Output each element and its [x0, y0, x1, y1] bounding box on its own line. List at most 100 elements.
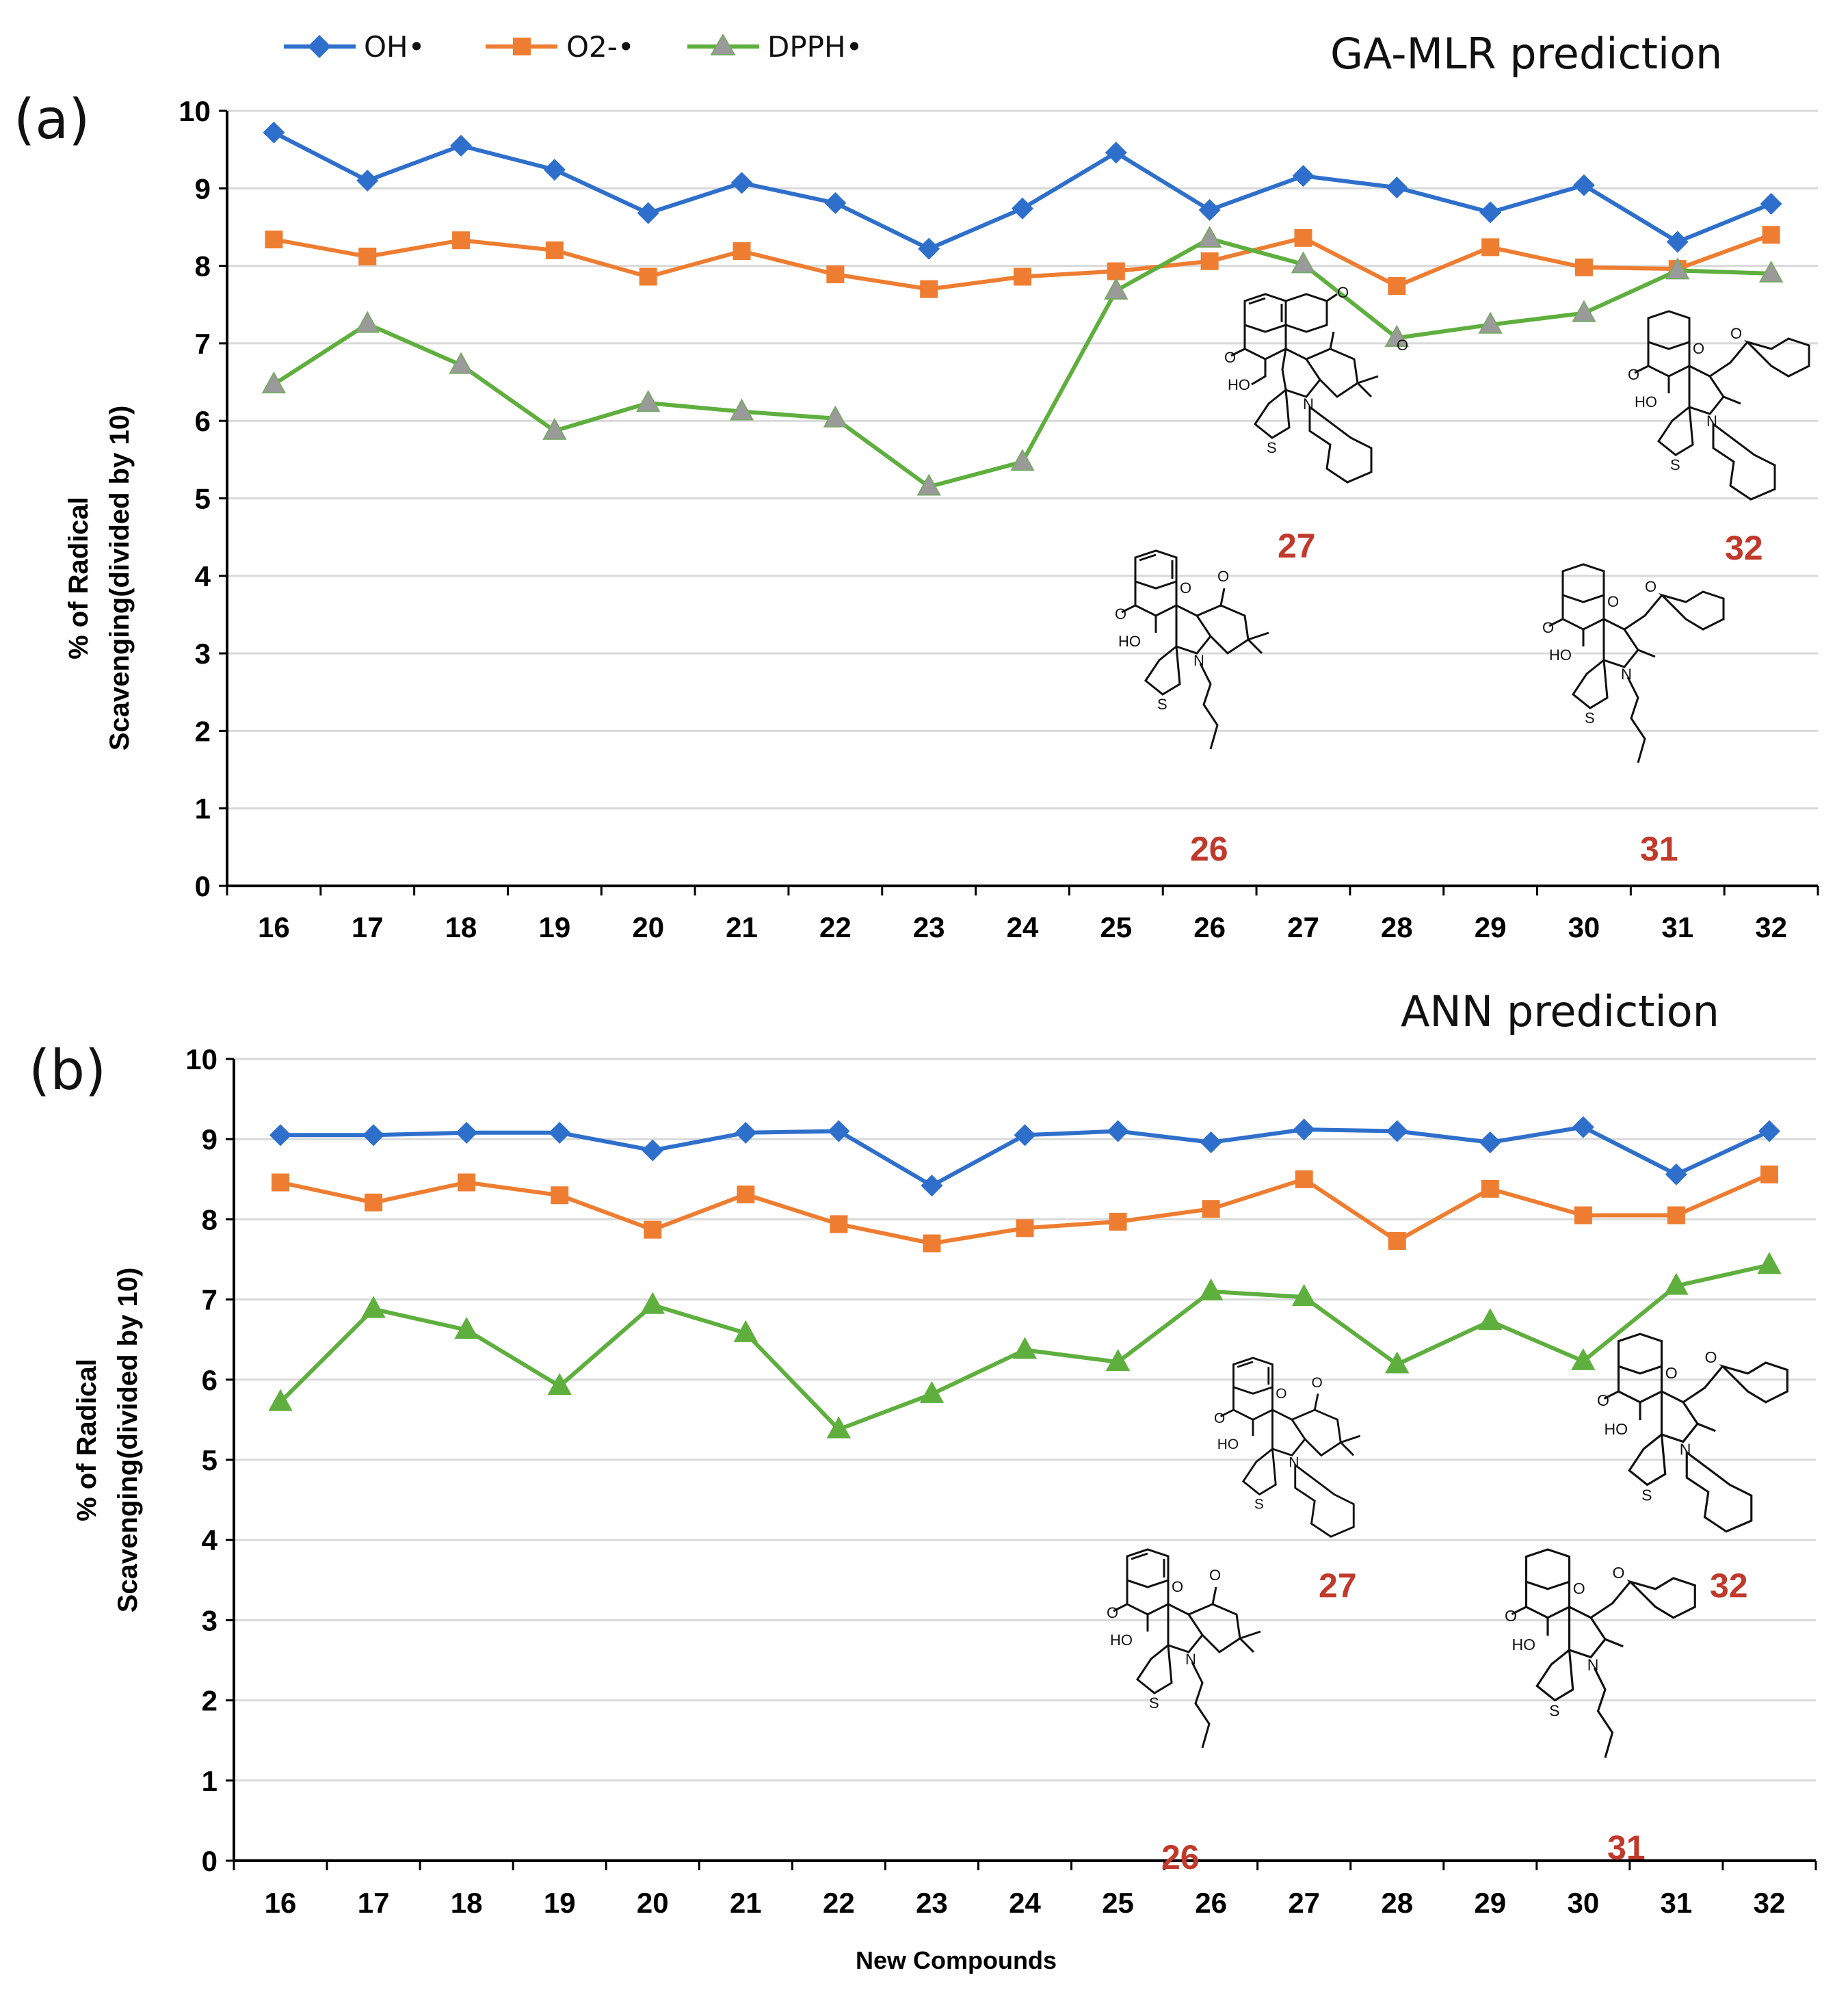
- x-tick-label-b-31: 31: [1661, 1887, 1693, 1919]
- legend-marker-oh: [308, 35, 331, 58]
- marker-a-o2-24: [1014, 267, 1031, 286]
- x-tick-label-b-30: 30: [1567, 1887, 1599, 1919]
- panel-b-ylabel-line2: Scavenging(divided by 10): [113, 1268, 143, 1613]
- y-tick-label-b-0: 0: [202, 1845, 217, 1877]
- marker-b-dpph-23: [919, 1380, 945, 1403]
- svg-text:O: O: [1337, 284, 1349, 301]
- structure-32-b: O O HO O N S: [1597, 1333, 1788, 1533]
- marker-b-dpph-26: [1198, 1278, 1224, 1300]
- marker-b-dpph-24: [1012, 1337, 1038, 1359]
- marker-a-oh-24: [1012, 197, 1033, 220]
- x-tick-label-a-32: 32: [1755, 911, 1787, 943]
- structure-31-a: O O HO O N S: [1542, 563, 1725, 763]
- marker-a-dpph-32: [1758, 260, 1784, 283]
- panel-a-label: (a): [14, 88, 90, 151]
- marker-b-oh-25: [1107, 1120, 1129, 1142]
- marker-a-o2-32: [1762, 226, 1780, 244]
- marker-b-oh-19: [549, 1121, 571, 1144]
- svg-text:HO: HO: [1118, 633, 1141, 650]
- svg-text:O: O: [1665, 1364, 1678, 1382]
- y-tick-label-b-10: 10: [185, 1043, 217, 1075]
- marker-b-oh-18: [456, 1121, 478, 1144]
- panel-a-title: GA-MLR prediction: [1330, 29, 1722, 79]
- marker-a-dpph-26: [1197, 225, 1222, 248]
- marker-b-o2-27: [1295, 1170, 1313, 1188]
- marker-b-dpph-30: [1571, 1348, 1596, 1370]
- marker-a-o2-16: [265, 231, 283, 249]
- svg-text:O: O: [1397, 337, 1408, 354]
- y-tick-label-b-7: 7: [202, 1284, 217, 1316]
- compound-label-27-a: 27: [1278, 527, 1316, 565]
- marker-a-o2-20: [639, 267, 657, 286]
- x-tick-label-a-16: 16: [258, 911, 290, 943]
- panel-a-ylabel-line2: Scavenging(divided by 10): [105, 406, 135, 751]
- x-tick-label-a-30: 30: [1568, 911, 1600, 943]
- y-tick-label-a-6: 6: [195, 405, 211, 437]
- marker-a-o2-18: [452, 231, 471, 250]
- x-tick-label-a-20: 20: [632, 911, 664, 943]
- svg-text:HO: HO: [1217, 1437, 1239, 1452]
- svg-text:O: O: [1214, 1411, 1225, 1426]
- marker-b-o2-24: [1016, 1219, 1034, 1238]
- structure-27-a: O O HO O N S: [1224, 284, 1408, 484]
- svg-text:O: O: [1115, 605, 1126, 623]
- svg-text:S: S: [1549, 1702, 1559, 1720]
- marker-a-o2-17: [358, 248, 377, 266]
- marker-b-oh-31: [1665, 1163, 1687, 1186]
- marker-b-o2-31: [1667, 1206, 1685, 1225]
- svg-text:O: O: [1505, 1607, 1517, 1625]
- compound-label-27-b: 27: [1319, 1567, 1357, 1605]
- marker-a-oh-16: [263, 121, 285, 144]
- x-tick-label-a-24: 24: [1007, 911, 1039, 943]
- marker-a-oh-20: [637, 202, 659, 224]
- structure-31-b: O O HO O N S: [1505, 1548, 1696, 1758]
- marker-b-dpph-31: [1664, 1272, 1689, 1295]
- svg-text:O: O: [1693, 340, 1704, 357]
- marker-a-dpph-24: [1010, 449, 1035, 471]
- marker-a-oh-32: [1760, 192, 1782, 215]
- marker-a-o2-22: [826, 265, 845, 284]
- x-tick-label-b-26: 26: [1195, 1887, 1227, 1919]
- marker-a-dpph-16: [261, 371, 287, 393]
- marker-a-oh-31: [1666, 231, 1689, 253]
- marker-b-o2-19: [551, 1186, 569, 1205]
- marker-a-o2-27: [1294, 228, 1312, 247]
- x-tick-label-a-28: 28: [1381, 911, 1413, 943]
- compound-label-31-a: 31: [1640, 830, 1678, 868]
- compound-label-32-b: 32: [1710, 1567, 1748, 1605]
- y-tick-label-b-9: 9: [202, 1123, 217, 1155]
- y-tick-label-a-0: 0: [195, 870, 211, 902]
- marker-a-dpph-30: [1572, 300, 1596, 322]
- legend-label-oh: OH•: [364, 30, 425, 64]
- legend-marker-o2: [513, 38, 531, 55]
- panel-b-ylabel-line1: % of Radical: [72, 1359, 102, 1521]
- svg-text:O: O: [1217, 568, 1229, 585]
- y-tick-label-a-8: 8: [195, 250, 211, 283]
- marker-a-o2-26: [1200, 252, 1219, 270]
- legend: OH• O2-• DPPH•: [284, 30, 862, 64]
- marker-b-oh-30: [1572, 1116, 1594, 1138]
- structure-27-b: O O HO O N S: [1214, 1357, 1361, 1538]
- x-tick-label-b-23: 23: [916, 1887, 948, 1919]
- svg-text:O: O: [1312, 1375, 1323, 1391]
- marker-b-dpph-17: [361, 1296, 386, 1318]
- marker-a-oh-29: [1479, 201, 1502, 224]
- marker-a-o2-28: [1388, 277, 1406, 296]
- x-tick-label-a-25: 25: [1100, 911, 1132, 943]
- x-tick-label-b-27: 27: [1288, 1887, 1320, 1919]
- marker-a-dpph-22: [823, 405, 848, 428]
- compound-label-26-b: 26: [1161, 1838, 1200, 1876]
- marker-a-oh-27: [1292, 165, 1315, 187]
- svg-text:S: S: [1157, 696, 1167, 713]
- svg-text:S: S: [1149, 1694, 1159, 1712]
- y-tick-label-a-10: 10: [179, 95, 211, 127]
- marker-b-o2-17: [365, 1193, 383, 1212]
- x-tick-label-a-22: 22: [819, 911, 852, 943]
- marker-a-oh-21: [730, 172, 753, 194]
- svg-text:O: O: [1209, 1567, 1221, 1584]
- x-tick-label-b-32: 32: [1754, 1887, 1786, 1919]
- marker-b-o2-32: [1760, 1165, 1778, 1183]
- x-tick-label-b-29: 29: [1474, 1887, 1506, 1919]
